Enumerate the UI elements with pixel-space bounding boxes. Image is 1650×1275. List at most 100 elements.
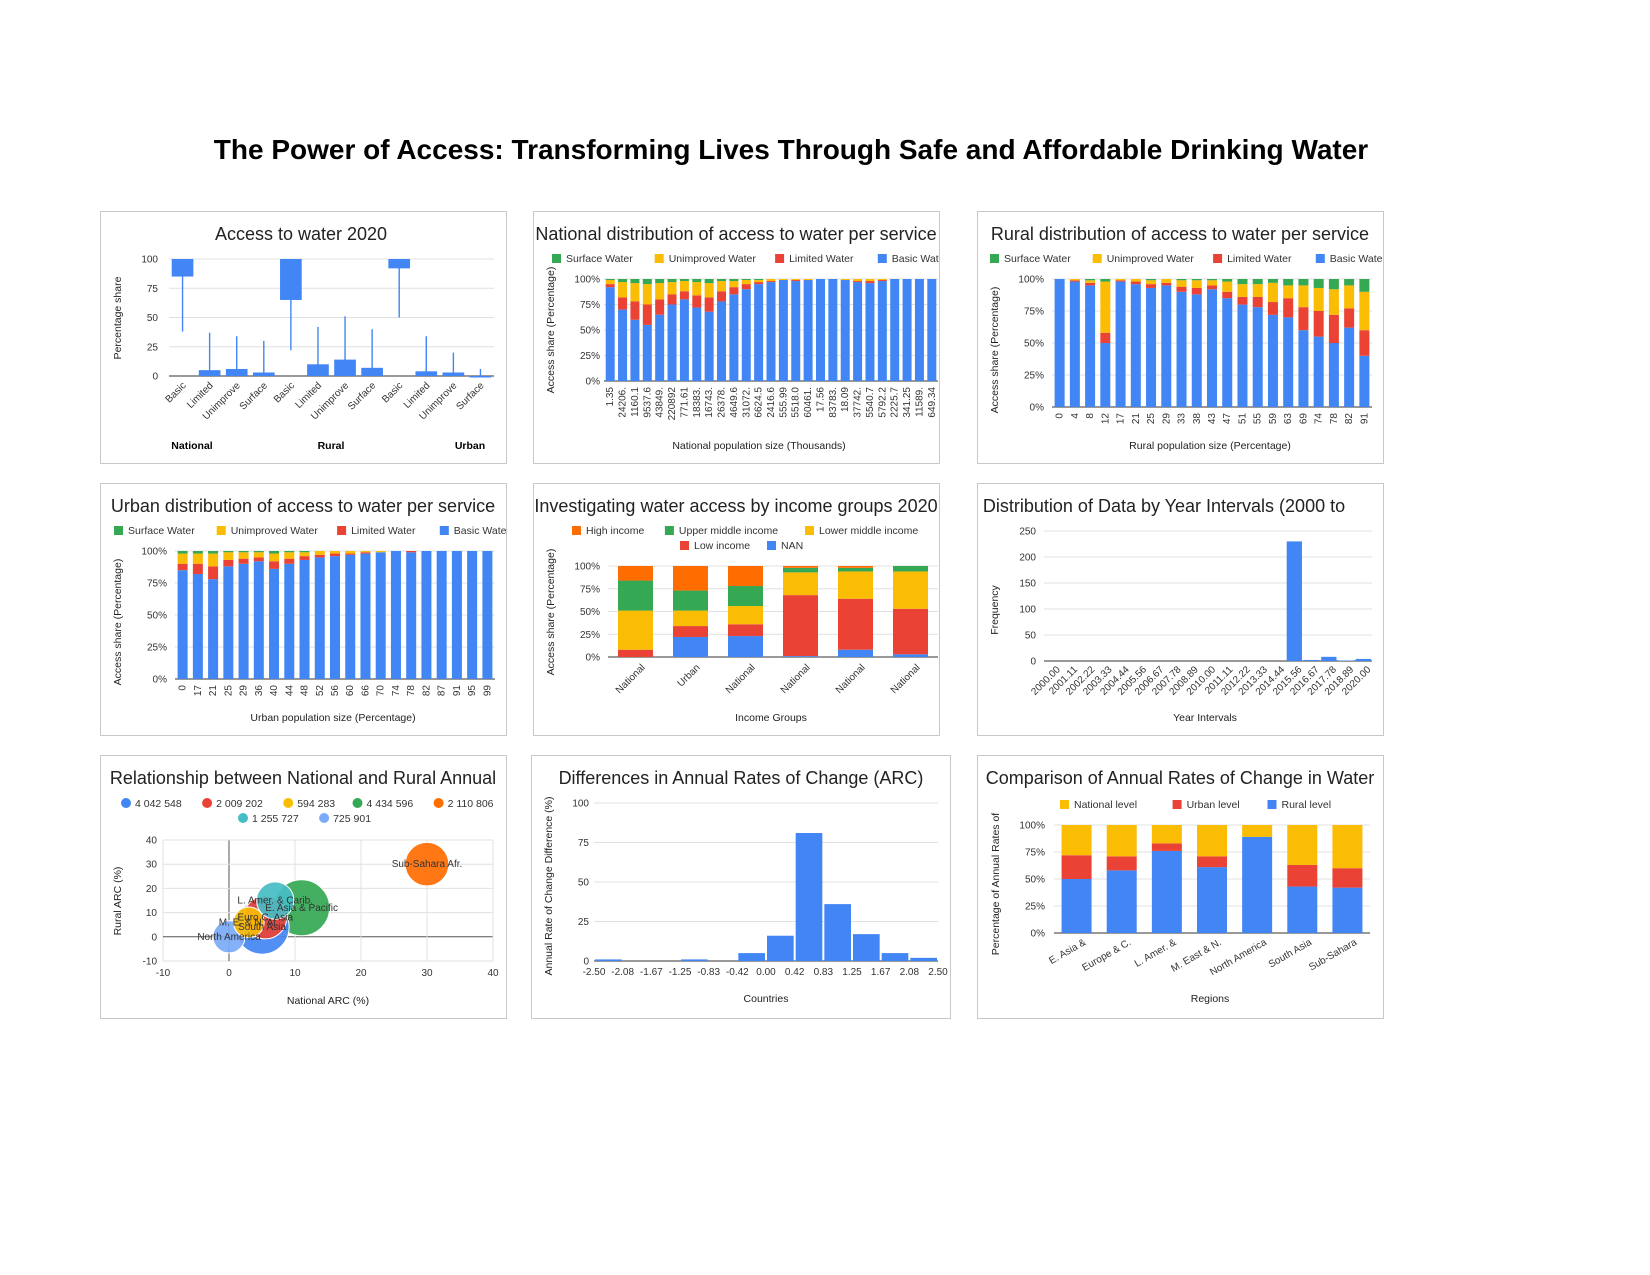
y-tick-label: 25% <box>580 351 600 362</box>
y-tick-label: 10 <box>146 908 158 919</box>
y-axis-label: Access share (Percentage) <box>545 549 557 676</box>
legend-swatch <box>654 254 664 263</box>
bar-segment <box>1069 281 1080 407</box>
bar-segment <box>692 307 702 381</box>
bar-segment <box>729 294 739 381</box>
legend-label: 4 434 596 <box>367 798 414 810</box>
bar-segment <box>893 654 928 657</box>
bar-segment <box>865 283 875 381</box>
bar-segment <box>728 566 763 587</box>
bar-segment <box>692 282 702 296</box>
legend-swatch <box>202 798 213 808</box>
y-tick-label: 100 <box>572 799 589 810</box>
bar-segment <box>1085 282 1096 286</box>
bar-segment <box>890 279 900 381</box>
y-tick-label: 25% <box>1025 902 1045 913</box>
x-tick-label: 17.56 <box>815 387 826 412</box>
bar-segment <box>853 279 863 282</box>
x-tick-label: 74 <box>391 685 402 697</box>
legend-swatch <box>121 798 131 808</box>
y-tick-label: 100% <box>1019 821 1045 832</box>
bar-segment <box>1344 308 1355 328</box>
bar-segment <box>838 566 873 568</box>
x-tick-label: 17 <box>193 685 204 697</box>
bar-segment <box>1197 825 1227 857</box>
bar-segment <box>902 279 912 381</box>
x-tick-label: Urban <box>676 662 703 689</box>
bar-segment <box>791 280 801 282</box>
x-tick-label: 1160.1 <box>630 387 641 417</box>
bar-segment <box>192 574 203 679</box>
bar-segment <box>673 636 708 657</box>
x-tick-label: 48 <box>300 685 311 697</box>
bubble-label: L. Amer. & Carib. <box>237 896 313 907</box>
bar-segment <box>679 299 689 381</box>
bar-segment <box>729 287 739 295</box>
bar-segment <box>1130 284 1141 407</box>
bar-segment <box>741 280 751 285</box>
bubble-point <box>232 906 265 939</box>
histogram-bar <box>824 904 851 961</box>
y-tick-label: 75 <box>578 838 590 849</box>
x-tick-label: Surface <box>454 380 486 412</box>
x-tick-label: 18383. <box>692 387 703 418</box>
y-tick-label: 100% <box>574 275 600 286</box>
y-tick-label: 150 <box>1019 579 1036 590</box>
x-axis-label: National population size (Thousands) <box>672 440 845 452</box>
bar-segment <box>269 553 280 562</box>
bar-segment <box>893 608 928 655</box>
bar-segment <box>177 551 188 554</box>
bar-segment <box>803 279 813 281</box>
x-tick-label: 5792.2 <box>877 387 888 418</box>
bar-segment <box>605 284 615 288</box>
x-tick-label: 8 <box>1085 413 1096 419</box>
x-tick-label: 2.50 <box>928 967 948 978</box>
legend-label: Rural level <box>1282 799 1332 811</box>
x-tick-label: -1.67 <box>640 967 663 978</box>
x-tick-label: 44 <box>284 685 295 697</box>
bar-segment <box>208 553 219 567</box>
bar-segment <box>791 281 801 381</box>
bar-segment <box>673 590 708 611</box>
x-axis-label: Rural population size (Percentage) <box>1129 440 1291 452</box>
legend-label: 725 901 <box>333 813 371 825</box>
bar-segment <box>1328 289 1339 315</box>
bar-segment <box>345 553 356 555</box>
x-tick-label: 30 <box>421 968 433 979</box>
bar-segment <box>729 281 739 288</box>
x-tick-label: 1.67 <box>871 967 891 978</box>
bar-segment <box>642 304 652 325</box>
group-label: Urban <box>455 440 485 452</box>
x-tick-label: 83783. <box>828 387 839 418</box>
bar-segment <box>1061 879 1092 933</box>
legend-swatch <box>439 526 449 535</box>
bar-segment <box>642 284 652 305</box>
bar-segment <box>1100 281 1111 333</box>
x-tick-label: National <box>614 662 648 696</box>
chart-title: Urban distribution of access to water pe… <box>111 496 495 516</box>
x-tick-label: 771.61 <box>679 387 690 418</box>
bar-segment <box>618 297 628 310</box>
chart-title: Access to water 2020 <box>215 224 387 244</box>
y-tick-label: 75% <box>1025 848 1045 859</box>
bar-segment <box>618 580 653 611</box>
bar-segment <box>1106 870 1137 933</box>
x-tick-label: 91 <box>452 685 463 697</box>
histogram-bar <box>853 934 880 961</box>
x-tick-label: Basic <box>164 380 189 405</box>
bar-segment <box>667 282 677 295</box>
candle-body <box>334 359 356 376</box>
bar-segment <box>1252 279 1263 285</box>
legend-swatch <box>664 526 674 535</box>
x-tick-label: 26378. <box>717 387 728 418</box>
bar-segment <box>1197 856 1227 868</box>
bar-segment <box>692 295 702 308</box>
y-tick-label: 0 <box>151 932 157 943</box>
x-tick-label: Sub-Sahara <box>1307 937 1359 973</box>
x-axis-label: Urban population size (Percentage) <box>250 712 415 724</box>
bar-segment <box>284 552 295 559</box>
legend-label: Surface Water <box>128 525 195 537</box>
bar-segment <box>754 282 764 285</box>
bar-segment <box>1191 287 1202 295</box>
bar-segment <box>828 279 838 381</box>
